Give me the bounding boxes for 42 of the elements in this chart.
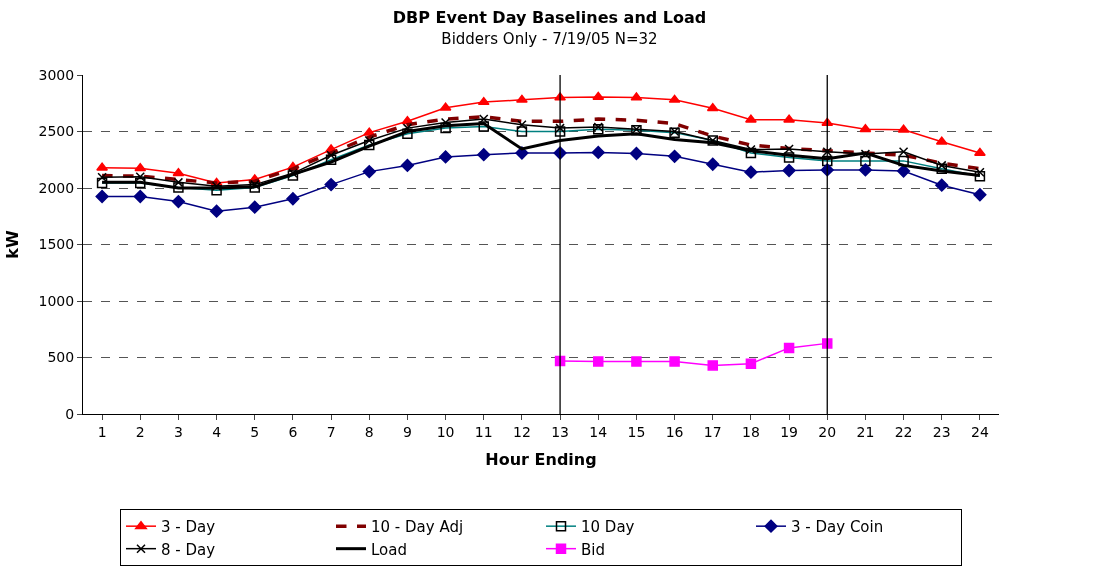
x-tick-label: 2 [135,423,145,440]
y-tick-label: 3000 [38,66,75,83]
x-tick-label: 14 [589,423,608,440]
x-tick-label: 16 [665,423,684,440]
x-tick-label: 9 [402,423,412,440]
chart-title: DBP Event Day Baselines and Load [392,8,707,28]
x-tick-label: 1 [97,423,107,440]
x-tick-label: 21 [856,423,875,440]
y-tick-label: 2000 [38,179,75,196]
x-tick-label: 11 [474,423,493,440]
x-tick-label: 12 [513,423,531,440]
y-tick-label: 2500 [38,123,75,140]
x-tick-label: 17 [703,423,722,440]
legend-label: Load [371,540,407,559]
y-axis-title: kW [3,230,23,259]
legend-label: 10 - Day Adj [371,518,464,537]
x-tick-label: 18 [742,423,760,440]
x-tick-label: 4 [212,423,222,440]
legend-label: 3 - Day [161,518,216,537]
y-tick-label: 1000 [38,292,75,309]
x-tick-label: 20 [818,423,837,440]
x-tick-label: 7 [326,423,336,440]
chart-subtitle: Bidders Only - 7/19/05 N=32 [441,29,658,48]
y-tick-label: 1500 [38,236,75,253]
x-tick-label: 24 [971,423,989,440]
x-tick-label: 8 [364,423,374,440]
x-tick-label: 15 [627,423,646,440]
x-tick-label: 13 [551,423,569,440]
x-tick-label: 23 [932,423,951,440]
legend-label: 8 - Day [161,540,216,559]
y-tick-label: 500 [47,349,75,366]
y-tick-label: 0 [65,405,75,422]
x-tick-label: 22 [894,423,913,440]
x-tick-label: 10 [436,423,455,440]
legend-label: 10 Day [581,518,635,537]
x-axis-title: Hour Ending [485,450,597,470]
legend-label: 3 - Day Coin [791,518,884,537]
legend-label: Bid [581,540,605,559]
x-tick-label: 3 [173,423,183,440]
x-tick-label: 5 [250,423,260,440]
x-tick-label: 6 [288,423,298,440]
x-tick-label: 19 [780,423,798,440]
